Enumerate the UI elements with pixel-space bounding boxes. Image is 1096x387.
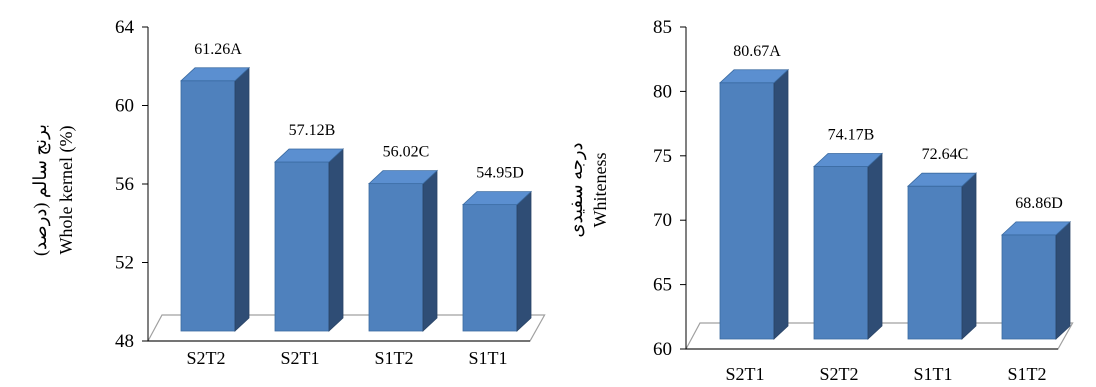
bar-side <box>422 169 438 332</box>
x-tick-label: S1T1 <box>913 364 952 384</box>
data-label: 72.64C <box>922 146 969 163</box>
bar-side <box>961 172 977 340</box>
y-axis-title-fa: برنج سالم (درصد) <box>30 124 51 256</box>
data-label: 56.02C <box>383 144 430 161</box>
bar <box>1000 220 1072 340</box>
bar <box>179 66 251 332</box>
bar-top <box>718 69 790 84</box>
y-tick-label: 56 <box>115 174 134 195</box>
bar <box>812 152 884 340</box>
bar <box>461 190 533 332</box>
y-tick-label: 65 <box>653 275 672 296</box>
y-tick-label: 60 <box>115 96 134 117</box>
data-label: 68.86D <box>1015 195 1063 212</box>
bar-side <box>867 152 883 340</box>
bar-top <box>812 153 884 167</box>
x-tick-label: S2T1 <box>725 364 764 384</box>
bar-side <box>1055 220 1071 340</box>
data-label: 80.67A <box>733 43 781 60</box>
y-tick-label: 85 <box>653 17 672 38</box>
bar-top <box>367 170 439 185</box>
y-tick-label: 52 <box>115 253 134 274</box>
bar-front <box>274 161 330 332</box>
y-tick-label: 70 <box>653 210 672 231</box>
x-tick-label: S2T1 <box>280 348 319 368</box>
y-axis-title-fa: درجه سفیدی <box>566 142 587 237</box>
x-tick-label: S2T2 <box>819 364 858 384</box>
bar-front <box>180 80 236 332</box>
bar <box>367 169 439 332</box>
bar-side <box>328 148 344 332</box>
bar-side <box>773 68 789 340</box>
bar-front <box>907 185 963 340</box>
y-axis-title: Whiteness <box>590 153 610 228</box>
bar <box>273 148 345 332</box>
bar-front <box>368 183 424 332</box>
x-tick-label: S1T2 <box>374 348 413 368</box>
bar-front <box>462 204 518 332</box>
data-label: 74.17B <box>828 126 875 143</box>
bar-top <box>179 67 251 82</box>
data-label: 61.26A <box>194 41 242 58</box>
bar-top <box>906 172 978 187</box>
bar-front <box>1001 234 1057 340</box>
bar-front <box>719 82 775 340</box>
bar <box>718 68 790 340</box>
y-tick-label: 60 <box>653 339 672 360</box>
x-tick-label: S1T1 <box>468 348 507 368</box>
bar-top <box>1000 221 1072 236</box>
bar <box>906 172 978 340</box>
data-label: 57.12B <box>289 122 336 139</box>
x-tick-label: S2T2 <box>186 348 225 368</box>
y-axis-title: Whole kernel (%) <box>56 126 77 255</box>
whole-kernel-chart: برنج سالم (درصد) Whole kernel (%) 48 52 56… <box>30 17 546 368</box>
whiteness-chart: درجه سفیدی Whiteness 60 65 70 75 80 85 80.67A S… <box>566 17 1074 384</box>
data-label: 54.95D <box>476 165 524 182</box>
y-tick-label: 75 <box>653 146 672 167</box>
bar-front <box>813 166 869 340</box>
y-tick-label: 80 <box>653 81 672 102</box>
y-tick-label: 48 <box>115 331 134 352</box>
bar-top <box>273 148 345 163</box>
bar-top <box>461 191 533 206</box>
bar-side <box>516 190 532 332</box>
y-tick-label: 64 <box>115 17 135 38</box>
x-tick-label: S1T2 <box>1007 364 1046 384</box>
bar-side <box>234 66 250 332</box>
